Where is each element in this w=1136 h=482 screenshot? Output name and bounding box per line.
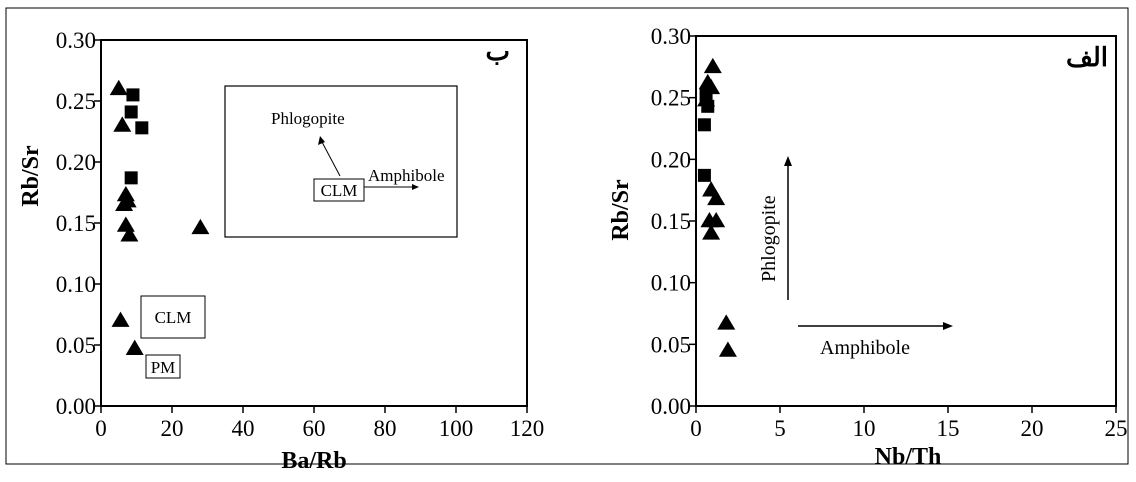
right-x-tick-label: 10 bbox=[853, 416, 876, 441]
left-y-tick-label: 0.30 bbox=[56, 28, 96, 53]
right-x-axis-title: Nb/Th bbox=[875, 444, 942, 470]
amphibole-arrowhead bbox=[943, 322, 953, 330]
left-y-tick-label: 0.20 bbox=[56, 150, 96, 175]
right-square-point bbox=[699, 88, 713, 102]
left-triangle-point bbox=[125, 339, 144, 355]
right-x-ticks: 0 5 10 15 20 25 bbox=[690, 406, 1128, 441]
inset-phlogopite-arrowhead bbox=[318, 136, 325, 145]
right-panel: 0 5 10 15 20 25 0.000.050.100.150.200.250.30 … bbox=[608, 24, 1128, 470]
left-triangle-point bbox=[109, 79, 128, 96]
left-triangle-point bbox=[120, 226, 139, 242]
left-triangle-point bbox=[113, 116, 132, 132]
right-triangle-point bbox=[717, 314, 736, 330]
left-panel: 0 20 40 60 80 100 120 0.00 0.05 0.10 0.15 0.20 0.25… bbox=[18, 28, 544, 474]
right-y-tick-label: 0.05 bbox=[651, 332, 691, 357]
right-y-tick-label: 0.30 bbox=[651, 24, 691, 49]
inset-phlogopite-arrow bbox=[321, 141, 341, 177]
right-triangle-point bbox=[707, 212, 726, 228]
left-x-tick-label: 60 bbox=[303, 416, 326, 441]
right-x-tick-label: 20 bbox=[1021, 416, 1044, 441]
right-y-tick-label: 0.15 bbox=[651, 209, 691, 234]
right-x-tick-label: 25 bbox=[1105, 416, 1128, 441]
left-square-point bbox=[124, 105, 138, 119]
figure-border bbox=[5, 7, 1129, 465]
right-square-point bbox=[697, 118, 711, 132]
left-square-point bbox=[126, 88, 140, 102]
left-x-tick-label: 100 bbox=[439, 416, 474, 441]
left-plot-area bbox=[100, 39, 528, 407]
inset-box bbox=[224, 85, 458, 238]
phlogopite-arrowhead bbox=[784, 156, 792, 166]
left-square-point bbox=[124, 171, 138, 185]
inset-clm-box bbox=[313, 178, 365, 202]
left-x-tick-label: 40 bbox=[232, 416, 255, 441]
right-panel-label: الف bbox=[1066, 43, 1108, 72]
right-y-tick-label: 0.00 bbox=[651, 394, 691, 419]
left-y-tick-label: 0.00 bbox=[56, 394, 96, 419]
inset-amphibole-arrowhead bbox=[412, 184, 419, 190]
left-y-tick-label: 0.10 bbox=[56, 272, 96, 297]
right-y-axis-title: Rb/Sr bbox=[608, 179, 634, 241]
phlogopite-label: Phlogopite bbox=[758, 195, 780, 282]
left-triangle-point bbox=[116, 216, 135, 232]
right-triangle-point bbox=[702, 224, 721, 240]
right-y-tick-label: 0.20 bbox=[651, 147, 691, 172]
left-y-tick-label: 0.25 bbox=[56, 89, 96, 114]
left-y-ticks: 0.00 0.05 0.10 0.15 0.20 0.25 0.30 bbox=[56, 28, 101, 419]
pm-box bbox=[145, 354, 181, 379]
inset-clm-label: CLM bbox=[321, 181, 358, 200]
clm-box bbox=[140, 295, 206, 339]
right-triangle-point bbox=[718, 341, 737, 357]
left-triangle-point bbox=[115, 195, 134, 211]
left-x-axis-title: Ba/Rb bbox=[281, 448, 346, 474]
left-x-tick-label: 20 bbox=[161, 416, 184, 441]
right-triangle-point bbox=[707, 189, 726, 206]
left-square-point bbox=[135, 121, 149, 135]
left-y-axis-title: Rb/Sr bbox=[18, 145, 44, 207]
inset-amphibole-label: Amphibole bbox=[368, 166, 445, 185]
left-data-marks bbox=[109, 79, 210, 355]
right-x-tick-label: 0 bbox=[690, 416, 702, 441]
left-x-tick-label: 120 bbox=[510, 416, 545, 441]
left-y-tick-label: 0.05 bbox=[56, 333, 96, 358]
right-data-marks bbox=[697, 57, 737, 357]
left-x-tick-label: 0 bbox=[95, 416, 107, 441]
right-square-point bbox=[701, 99, 715, 113]
inset-phlogopite-label: Phlogopite bbox=[271, 109, 345, 128]
amphibole-label: Amphibole bbox=[820, 337, 910, 359]
left-x-ticks: 0 20 40 60 80 100 120 bbox=[95, 406, 544, 441]
clm-box-label: CLM bbox=[155, 308, 192, 327]
right-x-tick-label: 5 bbox=[774, 416, 786, 441]
left-triangle-point bbox=[111, 311, 130, 327]
right-y-tick-label: 0.10 bbox=[651, 271, 691, 296]
left-triangle-point bbox=[191, 218, 210, 235]
right-y-tick-label: 0.25 bbox=[651, 86, 691, 111]
right-x-tick-label: 15 bbox=[937, 416, 960, 441]
left-panel-label: ب bbox=[486, 37, 510, 66]
right-square-point bbox=[697, 168, 711, 182]
right-triangle-point bbox=[703, 57, 722, 74]
pm-box-label: PM bbox=[151, 358, 176, 377]
left-x-tick-label: 80 bbox=[374, 416, 397, 441]
left-y-tick-label: 0.15 bbox=[56, 211, 96, 236]
right-y-ticks: 0.00 0.05 0.10 0.15 0.20 0.25 0.30 bbox=[651, 24, 696, 419]
